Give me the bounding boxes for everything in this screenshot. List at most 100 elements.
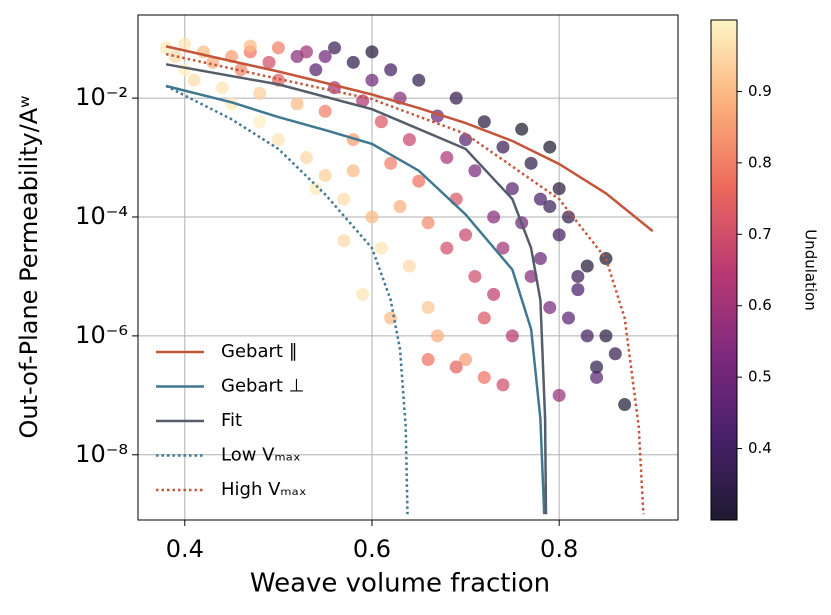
scatter-point: [346, 55, 360, 69]
scatter-point: [543, 140, 557, 154]
scatter-point: [524, 269, 538, 283]
series-line: [165, 84, 409, 515]
scatter-point: [337, 234, 351, 248]
scatter-point: [459, 133, 473, 147]
scatter-point: [449, 360, 463, 374]
scatter-point: [402, 259, 416, 273]
legend-label: High Vₘₐₓ: [221, 479, 307, 500]
scatter-point: [337, 192, 351, 206]
scatter-point: [496, 140, 510, 154]
x-tick-label: 0.8: [540, 535, 578, 563]
x-axis-label: Weave volume fraction: [250, 569, 550, 599]
scatter-point: [309, 63, 323, 77]
scatter-point: [571, 283, 585, 297]
colorbar-tick-label: 0.8: [748, 153, 772, 171]
y-tick-label: 10⁻²: [75, 83, 128, 111]
y-axis-label: Out-of-Plane Permeability/Aʷ: [15, 96, 43, 439]
y-tick-label: 10⁻⁶: [75, 321, 128, 349]
scatter-point: [299, 45, 313, 59]
scatter-point: [562, 210, 576, 224]
scatter-point: [384, 63, 398, 77]
scatter-point: [468, 164, 482, 178]
scatter-point: [374, 241, 388, 255]
scatter-point: [271, 133, 285, 147]
scatter-point: [449, 192, 463, 206]
scatter-point: [590, 370, 604, 384]
colorbar-label: Undulation: [802, 229, 820, 311]
scatter-point: [599, 329, 613, 343]
series-line: [165, 63, 548, 515]
scatter-point: [421, 216, 435, 230]
scatter-point: [618, 398, 632, 412]
scatter-point: [412, 73, 426, 87]
scatter-point: [487, 287, 501, 301]
scatter-point: [187, 73, 201, 87]
scatter-point: [543, 301, 557, 315]
scatter-point: [374, 115, 388, 129]
scatter-point: [477, 311, 491, 325]
scatter-point: [421, 301, 435, 315]
scatter-point: [430, 329, 444, 343]
scatter-point: [253, 115, 267, 129]
scatter-point: [356, 287, 370, 301]
scatter-point: [515, 122, 529, 136]
scatter-point: [234, 63, 248, 77]
scatter-point: [533, 192, 547, 206]
colorbar-tick-label: 0.9: [748, 82, 772, 100]
scatter-point: [496, 378, 510, 392]
scatter-point: [477, 370, 491, 384]
scatter-point: [402, 133, 416, 147]
colorbar-tick-label: 0.6: [748, 296, 772, 314]
scatter-point: [552, 388, 566, 402]
scatter-point: [262, 55, 276, 69]
y-tick-label: 10⁻⁸: [75, 440, 128, 468]
scatter-point: [318, 168, 332, 182]
scatter-point: [168, 50, 182, 64]
scatter-point: [290, 97, 304, 111]
scatter-point: [346, 164, 360, 178]
series-line: [165, 45, 654, 233]
scatter-point: [524, 156, 538, 170]
scatter-point: [421, 353, 435, 367]
legend-label: Fit: [221, 410, 242, 431]
scatter-point: [318, 104, 332, 118]
scatter-point: [440, 151, 454, 165]
colorbar-tick-label: 0.4: [748, 439, 772, 457]
scatter-point: [608, 347, 622, 361]
scatter-point: [487, 210, 501, 224]
scatter-point: [571, 269, 585, 283]
scatter-point: [178, 37, 192, 51]
x-tick-label: 0.4: [166, 535, 204, 563]
scatter-point: [159, 41, 173, 55]
colorbar: [710, 19, 738, 521]
scatter-point: [271, 41, 285, 55]
scatter-point: [599, 252, 613, 266]
scatter-point: [449, 91, 463, 105]
scatter-point: [505, 182, 519, 196]
scatter-point: [365, 45, 379, 59]
colorbar-tick-label: 0.7: [748, 225, 772, 243]
plot-area: [159, 37, 654, 515]
scatter-point: [543, 200, 557, 214]
scatter-point: [178, 63, 192, 77]
scatter-point: [459, 353, 473, 367]
scatter-point: [552, 228, 566, 242]
legend-label: Gebart ∥: [221, 341, 298, 362]
scatter-point: [318, 50, 332, 64]
scatter-point: [505, 329, 519, 343]
series-line: [165, 84, 546, 515]
scatter-point: [384, 156, 398, 170]
x-tick-label: 0.6: [353, 535, 391, 563]
scatter-point: [477, 115, 491, 129]
scatter-point: [459, 228, 473, 242]
scatter-point: [243, 39, 257, 53]
scatter-point: [299, 151, 313, 165]
series-line: [165, 52, 645, 515]
scatter-point: [393, 200, 407, 214]
scatter-point: [562, 311, 576, 325]
scatter-point: [580, 329, 594, 343]
scatter-point: [215, 81, 229, 95]
y-tick-label: 10⁻⁴: [75, 202, 128, 230]
